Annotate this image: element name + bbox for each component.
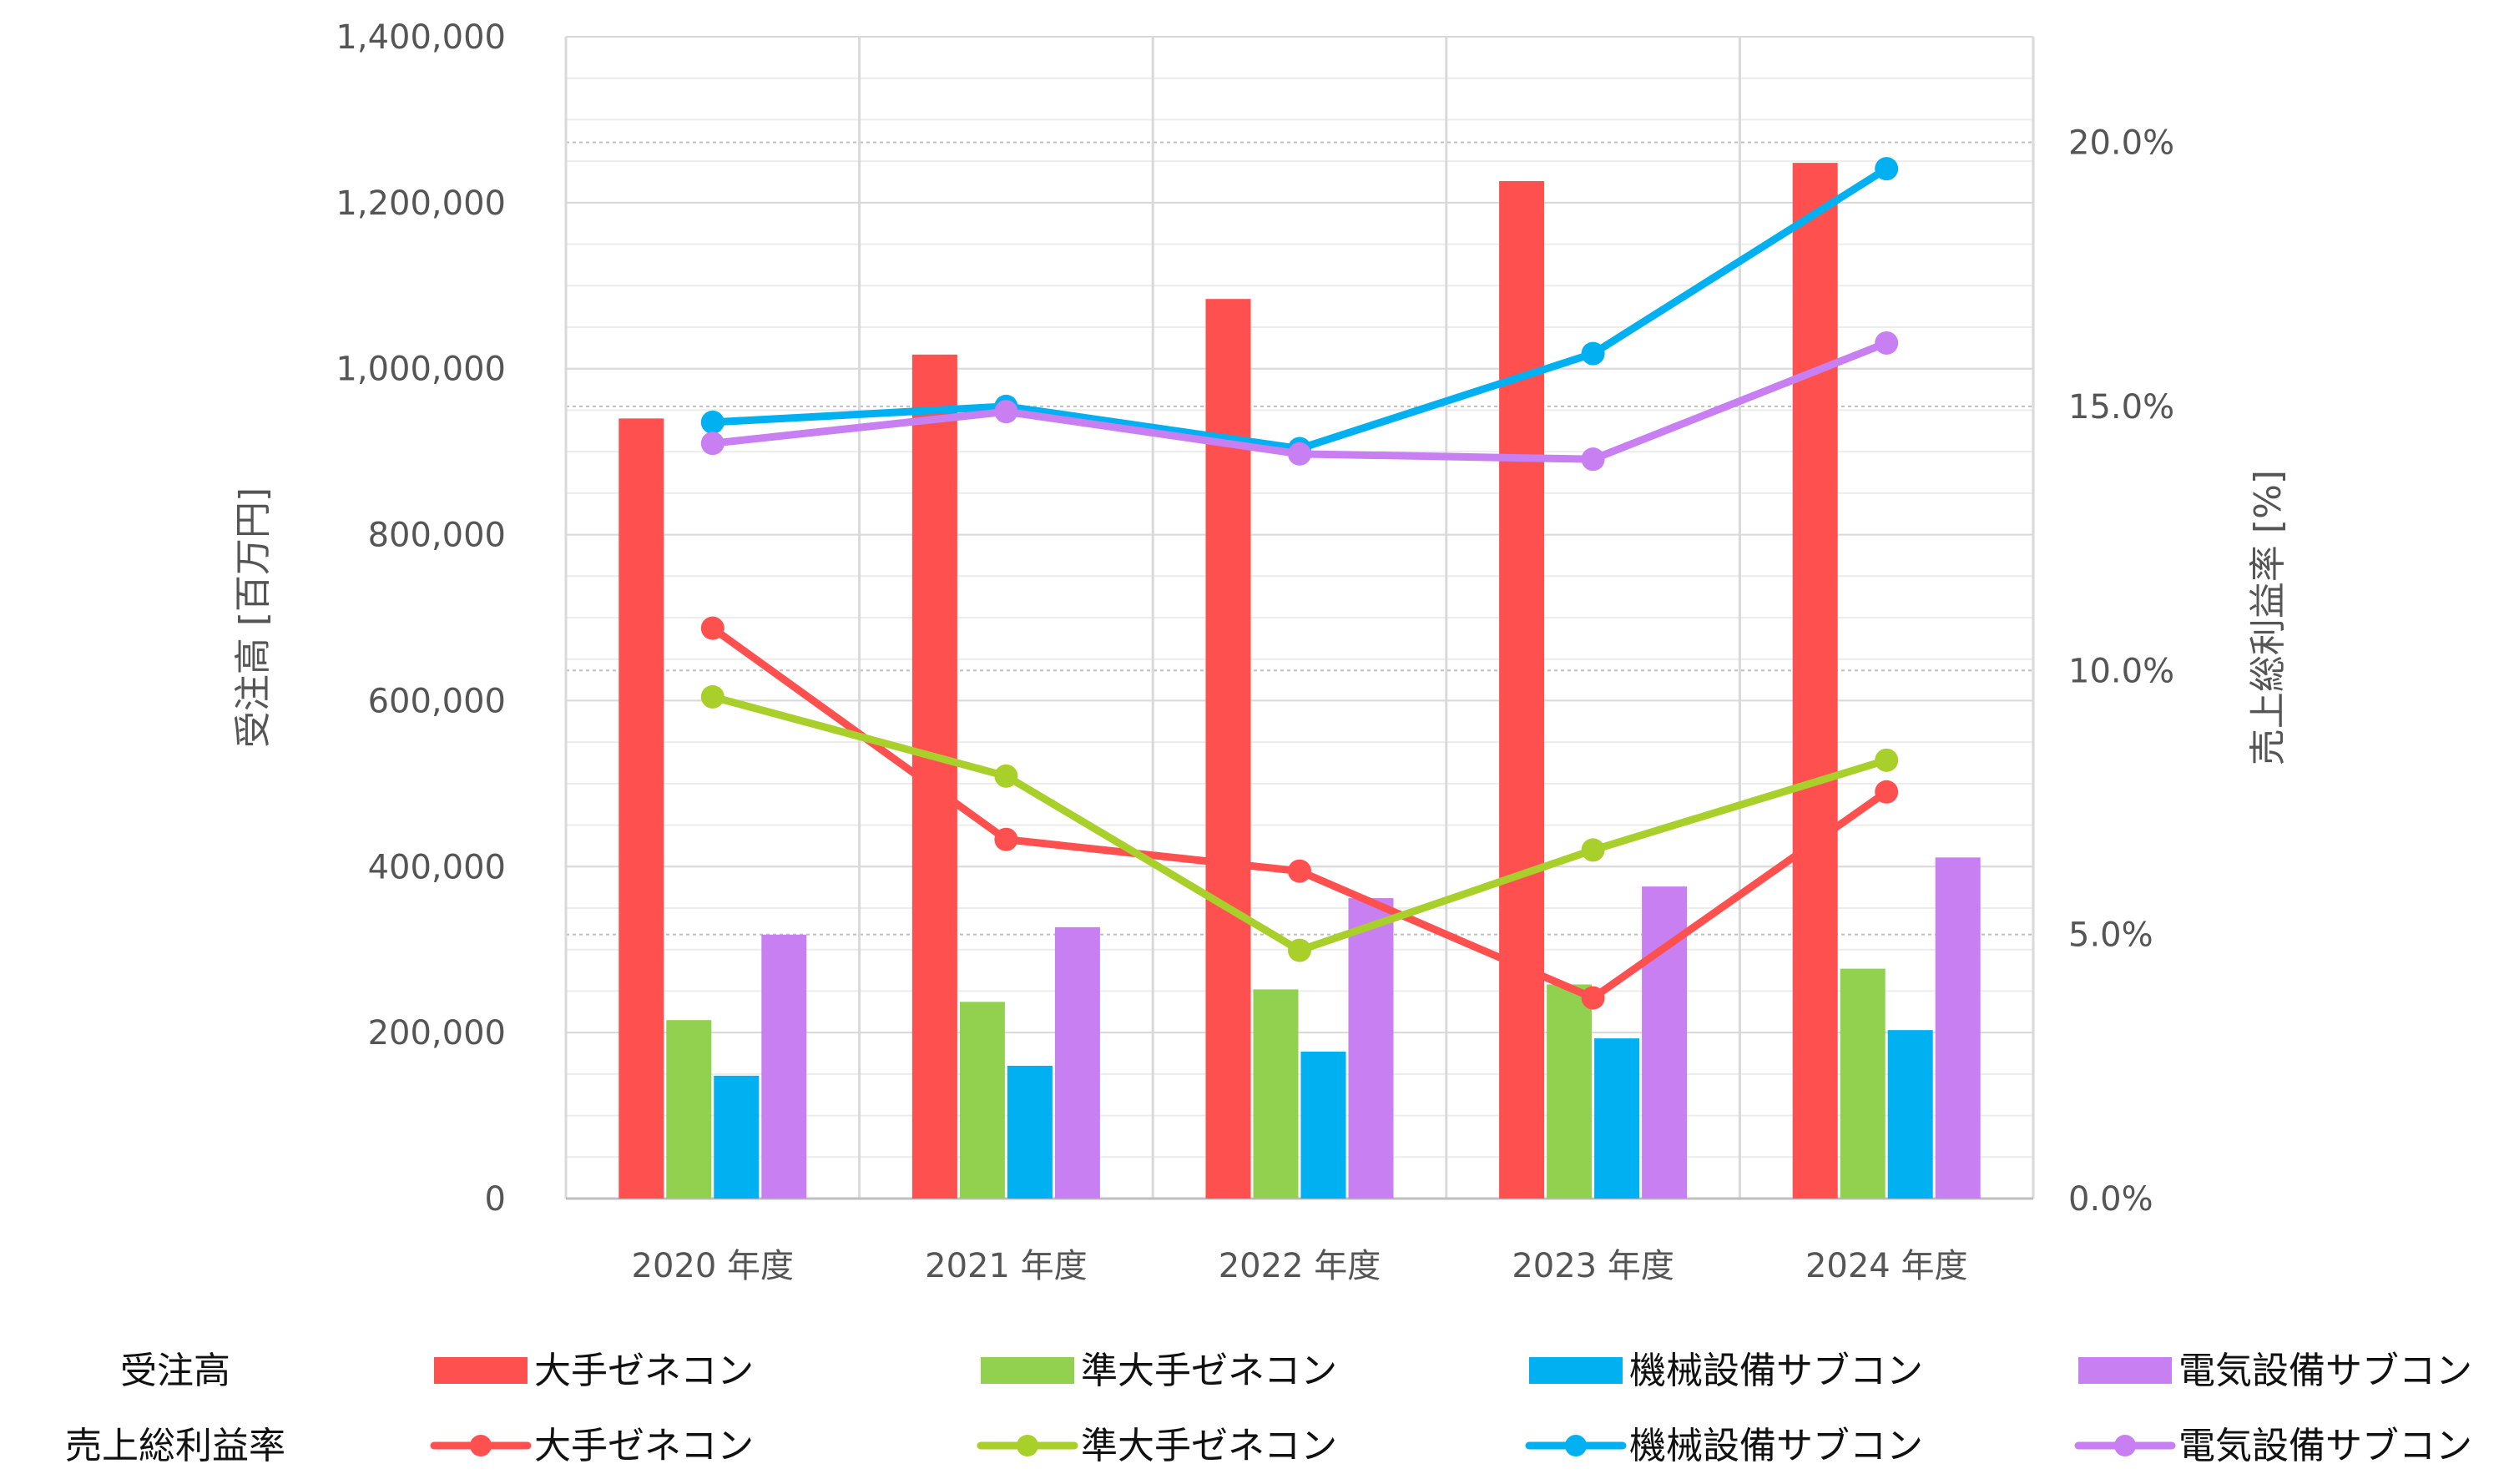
legend-bar-label: 準大手ゼネコン bbox=[1081, 1350, 1337, 1392]
bar-大手ゼネコン-2020 年度 bbox=[618, 418, 664, 1199]
point-準大手ゼネコン-2023 年度 bbox=[1581, 838, 1605, 862]
right-tick-label: 5.0% bbox=[2068, 916, 2153, 955]
legend-swatch-bar bbox=[1529, 1357, 1623, 1384]
bar-機械設備サブコン-2022 年度 bbox=[1300, 1052, 1346, 1199]
point-大手ゼネコン-2022 年度 bbox=[1288, 859, 1311, 883]
right-tick-label: 0.0% bbox=[2068, 1180, 2153, 1219]
bar-準大手ゼネコン-2022 年度 bbox=[1253, 989, 1299, 1199]
right-tick-label: 15.0% bbox=[2068, 388, 2174, 427]
point-大手ゼネコン-2024 年度 bbox=[1875, 780, 1899, 804]
legend-swatch-bar bbox=[2078, 1357, 2172, 1384]
left-tick-label: 1,000,000 bbox=[336, 351, 506, 389]
point-電気設備サブコン-2020 年度 bbox=[700, 432, 724, 456]
left-tick-label: 800,000 bbox=[368, 517, 506, 555]
bar-機械設備サブコン-2021 年度 bbox=[1007, 1065, 1053, 1199]
bar-準大手ゼネコン-2021 年度 bbox=[959, 1002, 1005, 1199]
left-tick-label: 200,000 bbox=[368, 1014, 506, 1052]
legend-swatch-bar bbox=[981, 1357, 1074, 1384]
category-label: 2021 年度 bbox=[925, 1247, 1088, 1285]
point-準大手ゼネコン-2024 年度 bbox=[1875, 748, 1899, 772]
legend-line-label: 準大手ゼネコン bbox=[1081, 1425, 1337, 1467]
right-tick-label: 10.0% bbox=[2068, 652, 2174, 690]
point-大手ゼネコン-2020 年度 bbox=[700, 616, 724, 640]
bar-大手ゼネコン-2024 年度 bbox=[1792, 163, 1838, 1199]
category-label: 2024 年度 bbox=[1805, 1247, 1968, 1285]
bar-準大手ゼネコン-2023 年度 bbox=[1547, 984, 1593, 1199]
point-準大手ゼネコン-2021 年度 bbox=[994, 764, 1018, 788]
left-tick-label: 1,200,000 bbox=[336, 184, 506, 223]
point-大手ゼネコン-2023 年度 bbox=[1581, 986, 1605, 1010]
point-電気設備サブコン-2022 年度 bbox=[1288, 442, 1311, 466]
point-準大手ゼネコン-2022 年度 bbox=[1288, 938, 1311, 962]
legend-row-label: 売上総利益率 bbox=[65, 1425, 285, 1467]
legend-bar-label: 機械設備サブコン bbox=[1629, 1350, 1923, 1392]
point-機械設備サブコン-2023 年度 bbox=[1581, 341, 1605, 366]
left-tick-label: 0 bbox=[485, 1180, 506, 1219]
legend-line-label: 大手ゼネコン bbox=[534, 1425, 754, 1467]
legend-swatch-marker bbox=[1017, 1435, 1038, 1456]
point-準大手ゼネコン-2020 年度 bbox=[700, 684, 724, 709]
bar-準大手ゼネコン-2020 年度 bbox=[666, 1020, 712, 1199]
category-label: 2022 年度 bbox=[1219, 1247, 1381, 1285]
bar-機械設備サブコン-2024 年度 bbox=[1887, 1030, 1933, 1199]
point-電気設備サブコン-2023 年度 bbox=[1581, 447, 1605, 472]
legend-bar-label: 電気設備サブコン bbox=[2178, 1350, 2472, 1392]
bar-電気設備サブコン-2024 年度 bbox=[1935, 857, 1981, 1199]
legend-swatch-marker bbox=[1565, 1435, 1587, 1456]
legend-swatch-marker bbox=[470, 1435, 492, 1456]
point-電気設備サブコン-2024 年度 bbox=[1875, 331, 1899, 355]
point-機械設備サブコン-2020 年度 bbox=[700, 410, 724, 434]
bar-機械設備サブコン-2020 年度 bbox=[714, 1075, 760, 1199]
category-label: 2023 年度 bbox=[1512, 1247, 1674, 1285]
legend-line-label: 電気設備サブコン bbox=[2178, 1425, 2472, 1467]
legend-line-label: 機械設備サブコン bbox=[1629, 1425, 1923, 1467]
right-tick-label: 20.0% bbox=[2068, 124, 2174, 163]
legend-swatch-bar bbox=[434, 1357, 528, 1384]
bar-電気設備サブコン-2020 年度 bbox=[761, 934, 807, 1199]
bar-電気設備サブコン-2022 年度 bbox=[1348, 898, 1394, 1199]
left-axis-title: 受注高 [百万円] bbox=[232, 487, 275, 748]
legend-swatch-marker bbox=[2114, 1435, 2136, 1456]
bar-機械設備サブコン-2023 年度 bbox=[1594, 1038, 1640, 1199]
bar-電気設備サブコン-2021 年度 bbox=[1054, 926, 1100, 1199]
point-大手ゼネコン-2021 年度 bbox=[994, 827, 1018, 851]
point-電気設備サブコン-2021 年度 bbox=[994, 400, 1018, 424]
category-label: 2020 年度 bbox=[632, 1247, 795, 1285]
left-tick-label: 400,000 bbox=[368, 848, 506, 886]
right-axis-title: 売上総利益率 [%] bbox=[2247, 470, 2289, 765]
point-機械設備サブコン-2024 年度 bbox=[1875, 157, 1899, 181]
bar-大手ゼネコン-2023 年度 bbox=[1499, 181, 1545, 1199]
legend-bar-label: 大手ゼネコン bbox=[534, 1350, 754, 1392]
left-tick-label: 1,400,000 bbox=[336, 18, 506, 57]
left-tick-label: 600,000 bbox=[368, 682, 506, 720]
legend-row-label: 受注高 bbox=[120, 1350, 230, 1392]
bar-準大手ゼネコン-2024 年度 bbox=[1840, 968, 1886, 1199]
